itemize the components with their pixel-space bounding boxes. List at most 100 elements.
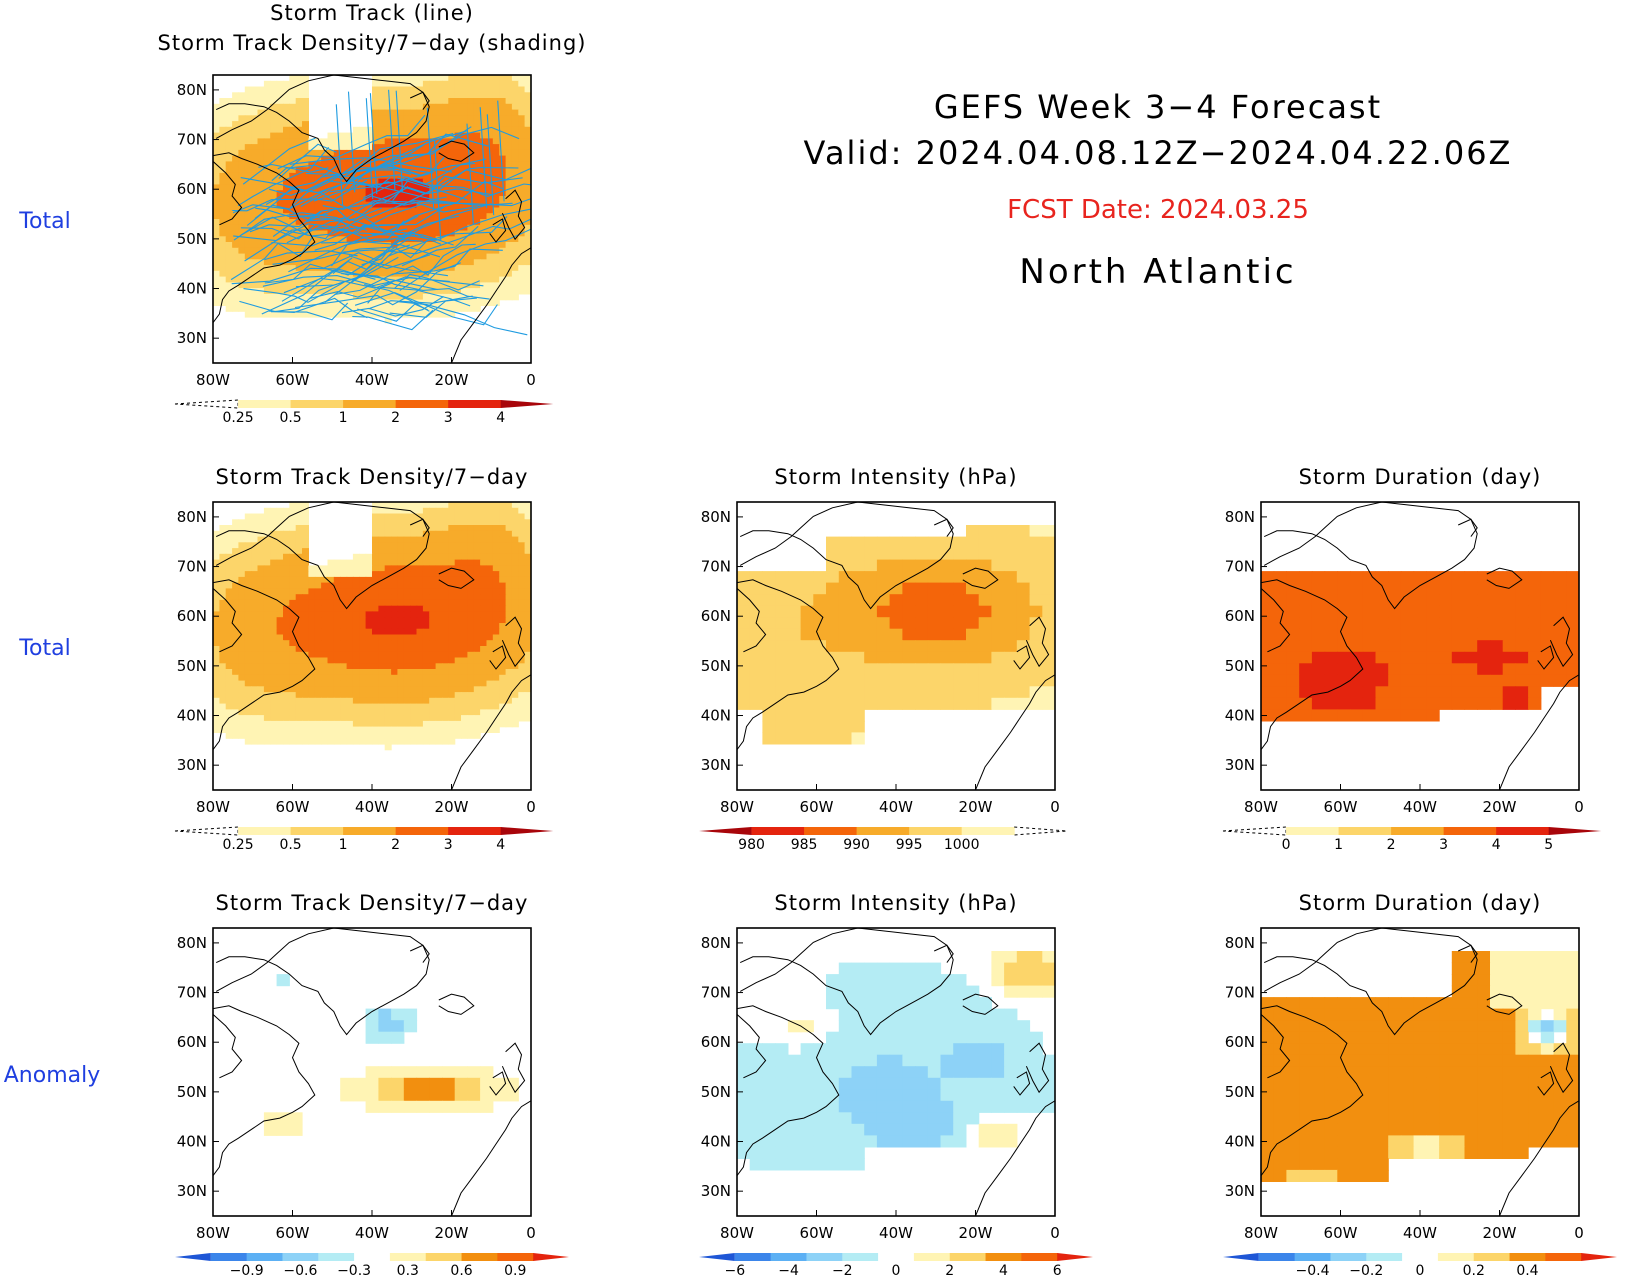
colorbar-swatch — [343, 827, 397, 835]
field-cell — [333, 617, 341, 624]
field-cell — [289, 594, 297, 601]
field-cell — [378, 507, 386, 515]
field-cell — [384, 155, 392, 162]
field-cell — [225, 299, 233, 306]
field-cell — [257, 588, 265, 595]
field-cell — [505, 184, 513, 191]
field-cell — [346, 149, 354, 157]
field-cell — [1029, 582, 1043, 595]
field-cell — [333, 669, 341, 676]
field-cell — [378, 565, 386, 572]
field-cell — [372, 213, 379, 220]
field-cell — [327, 634, 335, 641]
field-cell — [473, 646, 481, 653]
field-cell — [219, 657, 227, 664]
field-cell — [499, 634, 507, 641]
field-cell — [365, 1089, 379, 1102]
field-cell — [473, 288, 481, 295]
field-cell — [511, 190, 519, 197]
field-cell — [251, 167, 259, 174]
field-cell — [927, 617, 942, 630]
field-cell — [1286, 628, 1300, 641]
field-cell — [524, 559, 531, 566]
field-cell — [492, 599, 500, 607]
field-cell — [302, 703, 309, 710]
field-cell — [518, 663, 526, 670]
field-cell — [511, 669, 519, 676]
field-cell — [1004, 674, 1018, 687]
field-cell — [263, 305, 271, 312]
field-cell — [295, 680, 303, 687]
field-cell — [467, 1077, 481, 1090]
field-cell — [416, 230, 424, 237]
field-cell — [384, 576, 392, 584]
field-cell — [492, 207, 500, 214]
field-cell — [1502, 594, 1516, 607]
field-cell — [251, 605, 259, 613]
field-cell — [295, 224, 303, 232]
field-cell — [915, 582, 929, 595]
field-cell — [346, 236, 354, 243]
field-cell — [384, 628, 392, 636]
field-cell — [333, 247, 341, 255]
field-cell — [251, 259, 259, 266]
field-cell — [1261, 582, 1275, 595]
field-cell — [927, 663, 942, 676]
field-cell — [1350, 686, 1364, 699]
field-cell — [283, 628, 290, 636]
field-cell — [257, 98, 265, 105]
field-cell — [257, 548, 265, 555]
field-cell — [302, 605, 309, 613]
x-tick-label: 20W — [435, 798, 469, 816]
y-tick-label: 30N — [701, 756, 731, 774]
field-cell — [410, 253, 418, 260]
field-cell — [499, 680, 507, 687]
field-cell — [524, 103, 531, 111]
field-cell — [480, 80, 488, 88]
field-cell — [518, 178, 526, 186]
field-cell — [518, 138, 526, 145]
field-cell — [372, 109, 379, 116]
field-cell — [225, 196, 233, 203]
field-cell — [416, 732, 424, 739]
field-cell — [276, 282, 284, 289]
field-cell — [524, 259, 531, 266]
field-cell — [397, 184, 405, 191]
field-cell — [289, 686, 297, 693]
field-cell — [283, 184, 290, 191]
field-cell — [864, 594, 878, 607]
storm-track — [362, 180, 503, 234]
field-cell — [333, 270, 341, 278]
field-cell — [486, 236, 494, 243]
field-cell — [340, 674, 348, 682]
field-cell — [244, 109, 252, 116]
field-cell — [1337, 709, 1351, 722]
field-cell — [397, 680, 405, 687]
field-cell — [321, 230, 329, 237]
field-cell — [416, 1100, 430, 1113]
field-cell — [270, 115, 278, 122]
storm-track — [335, 104, 344, 206]
field-cell — [1553, 663, 1567, 676]
field-cell — [270, 715, 278, 722]
field-cell — [454, 594, 462, 601]
field-cell — [378, 144, 386, 151]
field-cell — [435, 709, 443, 716]
field-cell — [340, 293, 348, 301]
field-cell — [454, 611, 462, 618]
field-cell — [384, 519, 392, 526]
field-cell — [505, 161, 513, 168]
field-cell — [851, 640, 865, 653]
field-cell — [518, 530, 526, 538]
field-cell — [467, 617, 475, 624]
field-cell — [524, 640, 531, 647]
field-cell — [276, 651, 284, 659]
field-cell — [486, 536, 494, 543]
field-cell — [238, 548, 246, 555]
field-cell — [1273, 651, 1287, 664]
field-cell — [864, 663, 878, 676]
field-cell — [321, 720, 329, 728]
field-cell — [276, 720, 284, 728]
field-cell — [257, 692, 265, 699]
field-cell — [991, 674, 1005, 687]
